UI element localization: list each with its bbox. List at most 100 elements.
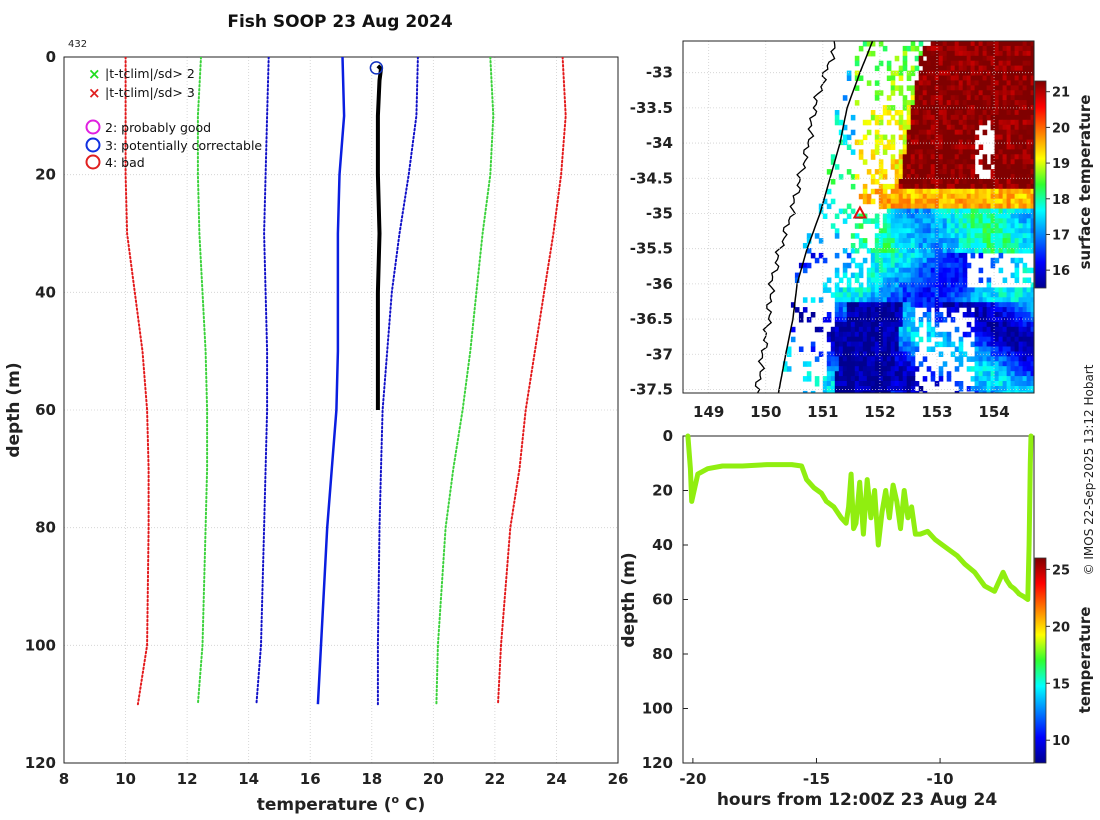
sst-cell (954, 183, 960, 190)
sst-cell (830, 376, 836, 382)
profile-series-clim-mean (316, 57, 346, 705)
sst-cell (994, 70, 1000, 77)
sst-cell (886, 292, 892, 298)
sst-cell (902, 159, 908, 165)
map-ytick-label: -36.5 (630, 310, 673, 328)
sst-cell (954, 257, 960, 264)
sst-cell (1002, 277, 1008, 283)
sst-cell (878, 203, 884, 210)
sst-cell (1018, 95, 1024, 101)
sst-cell (914, 80, 920, 86)
sst-cell (1030, 65, 1034, 72)
sst-cell (922, 110, 928, 116)
sst-cell (938, 228, 944, 234)
timedepth-ytick-label: 120 (642, 754, 673, 772)
sst-cell (994, 114, 1000, 121)
sst-cell (926, 154, 932, 160)
sst-cell (830, 292, 836, 298)
sst-cell (954, 238, 960, 244)
sst-cell (946, 376, 952, 382)
sst-cell (910, 65, 916, 72)
sst-cell (950, 114, 956, 121)
sst-cell (902, 282, 908, 288)
sst-cell (942, 228, 948, 234)
sst-cell (886, 218, 892, 224)
sst-cell (962, 213, 968, 219)
sst-cell (938, 243, 944, 249)
sst-cell (898, 134, 904, 141)
sst-cell (882, 356, 888, 362)
sst-cell (950, 317, 956, 323)
sst-cell (858, 312, 864, 318)
sst-cell (998, 361, 1004, 367)
sst-cell (1014, 100, 1020, 106)
sst-cell (782, 366, 788, 372)
sst-cell (794, 307, 800, 313)
sst-cell (1022, 110, 1028, 116)
sst-cell (1010, 376, 1016, 382)
sst-cell (1026, 119, 1032, 126)
sst-cell (954, 198, 960, 205)
sst-cell (990, 183, 996, 190)
sst-cell (1002, 139, 1008, 146)
sst-cell (974, 65, 980, 72)
sst-cell (954, 272, 960, 279)
sst-cell (870, 198, 876, 205)
sst-cell (1014, 134, 1020, 141)
sst-cell (954, 208, 960, 215)
sst-cell (862, 356, 868, 362)
sst-cell (898, 252, 904, 259)
sst-cell (878, 193, 884, 200)
sst-cell (910, 198, 916, 205)
sst-cell (962, 169, 968, 175)
sst-cell (950, 307, 956, 313)
sst-cell (1002, 390, 1008, 393)
sst-cell (958, 198, 964, 205)
sst-cell (1014, 257, 1020, 264)
sst-cell (942, 110, 948, 116)
sst-cell (990, 376, 996, 382)
sst-cell (926, 134, 932, 141)
sst-cell (986, 75, 992, 81)
sst-cell (878, 134, 884, 141)
sst-cell (1006, 238, 1012, 244)
sst-cell (942, 119, 948, 126)
sst-cell (790, 302, 796, 308)
sst-cell (930, 267, 936, 274)
sst-cell (838, 287, 844, 293)
sst-cell (886, 287, 892, 293)
sst-cell (998, 70, 1004, 77)
sst-cell (870, 351, 876, 357)
sst-cell (834, 292, 840, 298)
sst-cell (958, 159, 964, 165)
sst-cell (1006, 317, 1012, 323)
sst-cell (902, 198, 908, 205)
sst-cell (870, 366, 876, 372)
sst-cell (910, 351, 916, 357)
sst-cell (918, 193, 924, 200)
sst-cell (998, 95, 1004, 101)
sst-cell (906, 243, 912, 249)
sst-cell (914, 238, 920, 244)
sst-cell (1026, 149, 1032, 155)
sst-cell (1026, 238, 1032, 244)
sst-cell (914, 144, 920, 150)
sst-cell (1006, 169, 1012, 175)
legend-label-flag4: 4: bad (105, 155, 145, 170)
sst-cell (874, 144, 880, 150)
sst-cell (986, 228, 992, 234)
sst-cell (862, 351, 868, 357)
sst-cell (878, 252, 884, 259)
sst-cell (970, 159, 976, 165)
sst-cell (1014, 169, 1020, 175)
sst-cell (802, 262, 808, 269)
sst-cell (906, 203, 912, 210)
sst-cell (906, 149, 912, 155)
sst-cell (878, 169, 884, 175)
sst-cell (882, 331, 888, 338)
sst-cell (826, 356, 832, 362)
sst-cell (962, 228, 968, 234)
sst-cell (934, 110, 940, 116)
sst-cell (886, 346, 892, 352)
